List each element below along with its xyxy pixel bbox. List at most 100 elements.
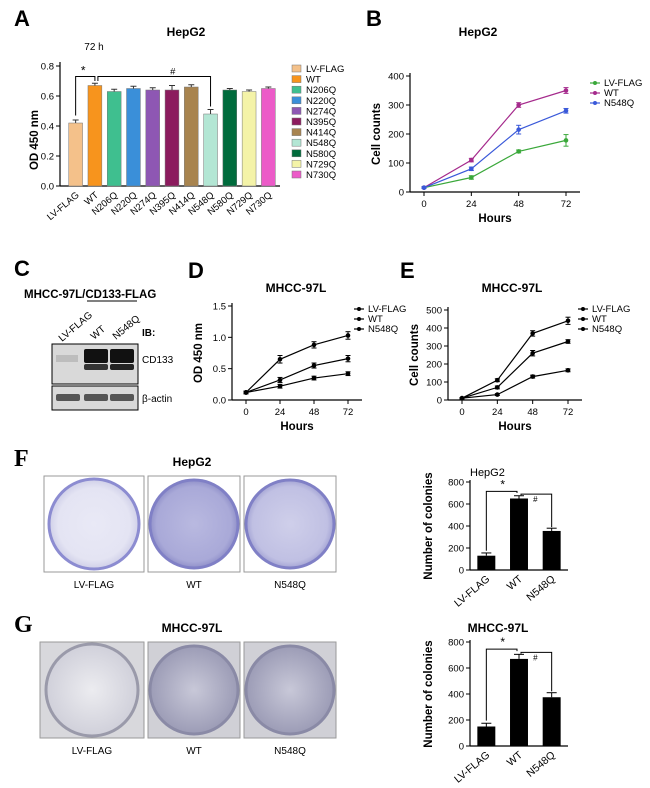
- line-chart-legend-marker: [357, 307, 361, 311]
- chart-a-legend-label: N729Q: [306, 159, 336, 170]
- line-chart-point: [563, 138, 569, 143]
- line-chart-point: [530, 374, 535, 379]
- dishes-g-title: MHCC-97L: [162, 621, 223, 635]
- western-cd133-band-wt: [84, 349, 108, 363]
- chart-a-legend-label: LV-FLAG: [306, 64, 344, 75]
- line-chart-point: [565, 339, 571, 344]
- chart-a-bar: [222, 89, 238, 187]
- dish-f-wt: [148, 478, 240, 570]
- chart-a-legend-swatch: [291, 117, 302, 126]
- dish-g-label-wt: WT: [186, 746, 202, 757]
- chart-a-y-tick-label: 0.8: [41, 62, 54, 73]
- line-chart-x-tick-label: 0: [243, 407, 248, 418]
- dish-g-label-lv: LV-FLAG: [72, 746, 113, 757]
- line-chart-y-tick-label: 300: [426, 342, 442, 353]
- line-chart-point: [311, 363, 317, 368]
- line-chart-x-tick-label: 48: [513, 199, 524, 210]
- chart-a-legend-label: N206Q: [306, 85, 336, 96]
- western-lane-wt: WT: [89, 324, 108, 342]
- colony-chart-y-tick-label: 0: [459, 566, 464, 577]
- line-chart-legend-marker: [593, 101, 597, 105]
- chart-a-bar: [126, 88, 141, 187]
- chart-a-legend-swatch: [291, 75, 302, 83]
- line-chart-xlabel: Hours: [280, 421, 313, 433]
- line-chart-point: [345, 371, 351, 376]
- dish-g-lv: [44, 642, 140, 738]
- line-chart-point: [469, 166, 474, 172]
- line-chart-legend-label: LV-FLAG: [604, 78, 642, 89]
- colony-chart-y-tick-label: 200: [448, 716, 464, 727]
- line-chart-y-tick-label: 0: [399, 188, 404, 199]
- chart-a-bar: [184, 86, 199, 187]
- dish-g-wt: [148, 644, 240, 736]
- line-chart-point: [421, 185, 427, 190]
- chart-a-legend: LV-FLAGWTN206QN220QN274QN395QN414QN548QN…: [291, 64, 344, 181]
- chart-a-bar: HepG2 72 h LV-FLAGWTN206QN220QN274QN395Q…: [29, 25, 344, 223]
- chart-a-y-tick-label: 0.6: [41, 92, 54, 103]
- chart-a-legend-swatch: [291, 64, 302, 73]
- chart-a-bar: [87, 85, 103, 187]
- line-chart-legend-label: N548Q: [604, 98, 634, 109]
- line-chart-point: [563, 108, 569, 114]
- line-chart-point: [345, 356, 351, 361]
- line-chart-legend-marker: [593, 81, 597, 85]
- chart-a-legend-label: N220Q: [306, 96, 336, 107]
- chart-a-title: HepG2: [167, 25, 206, 39]
- western-blot-panel: MHCC-97L/CD133-FLAG LV-FLAG WT N548Q IB:…: [24, 289, 174, 411]
- colony-dishes-f: HepG2 LV-FLAG WT N548Q: [43, 455, 337, 591]
- chart-a-y-tick-label: 0.4: [41, 122, 54, 133]
- colony-chart-bar: [510, 658, 528, 746]
- line-chart-point: [459, 395, 465, 401]
- chart-a-legend-swatch: [291, 107, 302, 115]
- line-chart-ylabel: OD 450 nm: [193, 323, 205, 383]
- line-chart-legend-label: WT: [604, 88, 619, 99]
- line-chart-y-tick-label: 200: [426, 360, 442, 371]
- chart-a-bar: [145, 89, 160, 187]
- panel-letter-g: G: [14, 612, 33, 638]
- line-chart-point: [565, 318, 571, 324]
- line-chart-series-line: [245, 373, 349, 394]
- line-chart-y-tick-label: 100: [426, 378, 442, 389]
- colony-chart-annotation-hash: #: [533, 495, 538, 504]
- panel-letter-b: B: [366, 6, 382, 31]
- line-chart-legend-label: N548Q: [592, 324, 622, 335]
- line-chart-legend-marker: [357, 327, 361, 331]
- chart-d-line: MHCC-97L 0.0 0.5 1.0 1.5 0 24 48 72 Hours OD 450 …: [193, 281, 406, 433]
- colony-chart-x-tick-label: LV-FLAG: [452, 573, 492, 609]
- line-chart-y-tick-label: 0.5: [213, 364, 226, 375]
- line-chart-point: [516, 149, 521, 154]
- chart-a-legend-label: N580Q: [306, 149, 336, 160]
- chart-a-legend-label: WT: [306, 75, 321, 86]
- chart-a-legend-label: N548Q: [306, 138, 336, 149]
- chart-a-x-tick-label: LV-FLAG: [45, 190, 81, 223]
- panel-letter-a: A: [14, 6, 30, 31]
- chart-f-title: HepG2: [470, 467, 505, 479]
- chart-b-line: HepG2 0 100 200 300 400 0 24 48 72 Hours Cell coun…: [371, 25, 642, 225]
- western-actin-band-n548q: [110, 394, 134, 401]
- colony-chart-bar: [477, 555, 496, 570]
- western-lane-n548q: N548Q: [111, 313, 143, 342]
- chart-a-legend-swatch: [291, 149, 302, 158]
- chart-f-bar: HepG2 0 200 400 600 800 Number of colonies LV-…: [423, 467, 568, 610]
- chart-a-subtitle: 72 h: [84, 42, 103, 53]
- line-chart-x-tick-label: 48: [309, 407, 320, 418]
- line-chart-y-tick-label: 0: [437, 396, 442, 407]
- line-chart-legend-label: WT: [592, 314, 607, 325]
- chart-a-legend-label: N730Q: [306, 170, 336, 181]
- line-chart-series-line: [461, 369, 569, 399]
- colony-chart-x-tick-label: N548Q: [524, 573, 557, 604]
- line-chart-x-tick-label: 72: [561, 199, 572, 210]
- chart-g-title: MHCC-97L: [468, 621, 529, 635]
- line-chart-y-tick-label: 400: [426, 324, 442, 335]
- colony-chart-annotation-star: *: [500, 477, 505, 491]
- chart-a-bar: [106, 91, 122, 187]
- colony-chart-y-tick-label: 600: [448, 500, 464, 511]
- western-actin-band-wt: [84, 394, 108, 401]
- line-chart-legend-marker: [593, 91, 597, 95]
- colony-chart-bar: [542, 697, 561, 746]
- line-chart-legend-marker: [581, 307, 585, 311]
- chart-e-title: MHCC-97L: [482, 281, 543, 295]
- chart-b-title: HepG2: [459, 25, 498, 39]
- colony-chart-y-tick-label: 600: [448, 664, 464, 675]
- line-chart-series-line: [461, 320, 569, 399]
